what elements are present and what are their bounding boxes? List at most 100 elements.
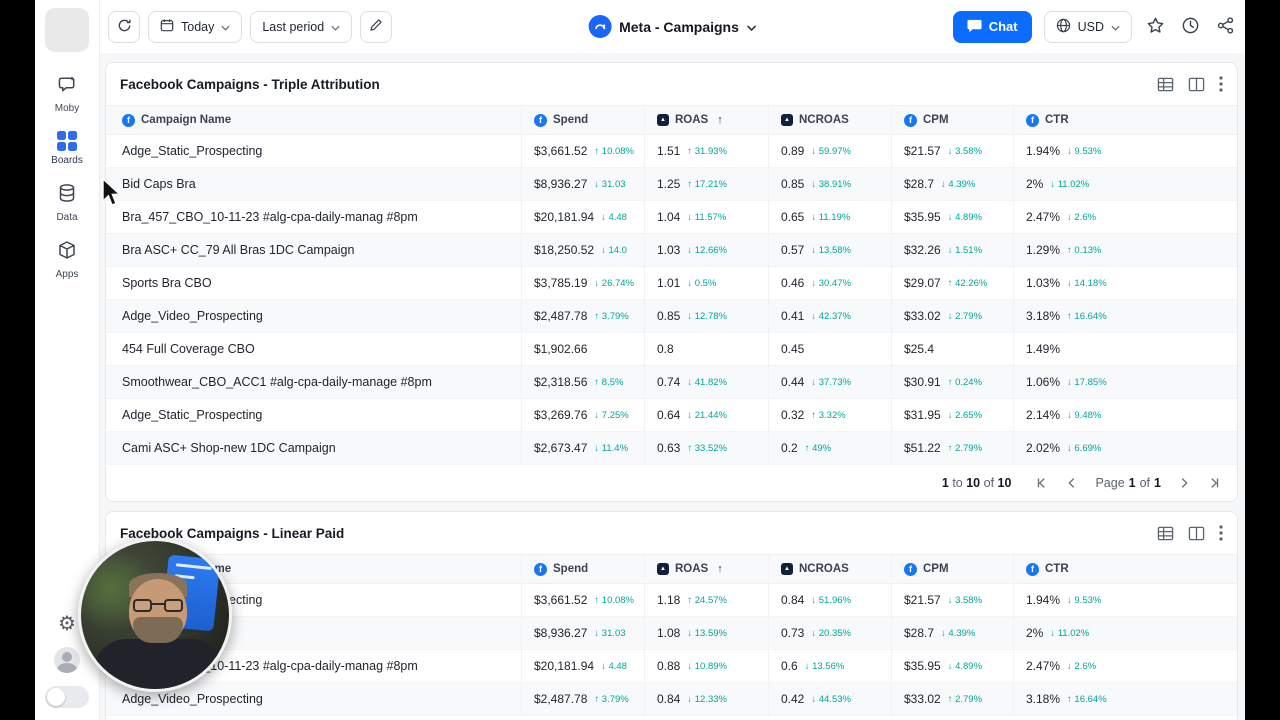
table-row[interactable]: Bra_457_CBO_10-11-23 #alg-cpa-daily-mana… bbox=[106, 201, 1237, 234]
last-page-button[interactable] bbox=[1207, 476, 1221, 490]
delta-down: ↓ 2.65% bbox=[947, 409, 983, 421]
user-avatar[interactable] bbox=[54, 647, 80, 673]
webcam-overlay bbox=[78, 538, 232, 692]
column-label: Spend bbox=[553, 563, 589, 575]
kebab-menu-icon[interactable] bbox=[1219, 76, 1223, 92]
table-row[interactable]: Smoothwear_CBO_ACC1 #alg-cpa-daily-manag… bbox=[106, 366, 1237, 399]
delta-down: ↓ 2.79% bbox=[947, 310, 983, 322]
history-button[interactable] bbox=[1179, 16, 1202, 38]
range-of: of bbox=[983, 476, 995, 490]
refresh-button[interactable] bbox=[108, 10, 140, 43]
metric-cell: $18,250.52 ↓ 14.0 bbox=[521, 234, 644, 266]
metric-cell: $35.95 ↓ 4.89% bbox=[891, 650, 1013, 682]
metric-cell: 0.46 ↓ 30.47% bbox=[768, 267, 891, 299]
delta-down: ↓ 21.44% bbox=[687, 409, 727, 421]
delta-up: ↑ 31.93% bbox=[687, 145, 727, 157]
first-page-button[interactable] bbox=[1035, 476, 1049, 490]
table-row[interactable]: Adge_Video_Prospecting $2,487.78 ↑ 3.79% 0.… bbox=[106, 300, 1237, 333]
columns-icon[interactable] bbox=[1188, 525, 1205, 542]
share-button[interactable] bbox=[1214, 16, 1237, 38]
table-row[interactable]: Bid Caps Bra $8,936.27 ↓ 31.03 1.25 ↑ 17.21%… bbox=[106, 168, 1237, 201]
favorite-button[interactable] bbox=[1144, 16, 1167, 38]
row-filler bbox=[1136, 234, 1237, 266]
column-label: Campaign Name bbox=[141, 114, 232, 126]
prev-page-button[interactable] bbox=[1065, 476, 1079, 490]
pixel-icon: ▲ bbox=[657, 114, 669, 126]
column-label: Spend bbox=[553, 114, 589, 126]
table-row[interactable]: Bid Caps Bra$8,936.27↓ 31.031.08↓ 13.59%… bbox=[106, 617, 1237, 650]
column-header[interactable]: f CPM bbox=[891, 555, 1013, 583]
delta-up: ↑ 0.13% bbox=[1067, 244, 1102, 256]
delta-down: ↓ 2.6% bbox=[1067, 660, 1097, 672]
table-view-icon[interactable] bbox=[1157, 525, 1174, 542]
column-header[interactable]: f CTR bbox=[1013, 106, 1136, 134]
table-view-icon[interactable] bbox=[1157, 76, 1174, 93]
row-filler bbox=[1136, 432, 1237, 464]
compare-period-select[interactable]: Last period bbox=[250, 10, 353, 43]
board-icon bbox=[588, 15, 612, 38]
metric-cell: 2.47% ↓ 2.6% bbox=[1013, 201, 1136, 233]
currency-select[interactable]: USD bbox=[1043, 10, 1132, 43]
delta-down: ↓ 14.0 bbox=[601, 244, 627, 256]
column-header[interactable]: f Spend bbox=[521, 106, 644, 134]
table-row[interactable]: Bra_457_CBO_10-11-23 #alg-cpa-daily-mana… bbox=[106, 650, 1237, 683]
column-header[interactable]: ▲ NCROAS bbox=[768, 106, 891, 134]
table-row[interactable]: 454 Full Coverage CBO $1,902.66 0.8 0.45 $25… bbox=[106, 333, 1237, 366]
column-header[interactable]: f CPM bbox=[891, 106, 1013, 134]
campaign-name-cell: Cami ASC+ Shop-new 1DC Campaign bbox=[122, 441, 336, 455]
edit-button[interactable] bbox=[360, 10, 393, 43]
delta-up: ↑ 24.57% bbox=[687, 594, 727, 606]
column-header[interactable]: ▲ ROAS ↑ bbox=[644, 555, 768, 583]
table-card: Facebook Campaigns - Linear Paid fCampai… bbox=[105, 511, 1238, 720]
campaigns-table: f Campaign Name f Spend ▲ ROAS ↑ ▲ NCROAS f CPM f CT… bbox=[106, 105, 1237, 465]
sidebar-item-label: Moby bbox=[54, 103, 80, 114]
campaign-name-cell: Sports Bra CBO bbox=[122, 276, 212, 290]
columns-icon[interactable] bbox=[1188, 76, 1205, 93]
campaign-name-cell: Bra ASC+ CC_79 All Bras 1DC Campaign bbox=[122, 243, 355, 257]
delta-down: ↓ 41.82% bbox=[687, 376, 727, 388]
facebook-icon: f bbox=[122, 113, 135, 127]
delta-down: ↓ 13.56% bbox=[804, 660, 845, 672]
campaign-name-cell: 454 Full Coverage CBO bbox=[122, 342, 255, 356]
apps-icon bbox=[57, 240, 77, 265]
sidebar-item-moby[interactable]: Moby bbox=[55, 74, 79, 114]
delta-down: ↓ 3.58% bbox=[947, 594, 983, 606]
sidebar-item-apps[interactable]: Apps bbox=[56, 240, 78, 280]
sidebar-toggle[interactable] bbox=[45, 686, 89, 708]
table-row[interactable]: Adge_Video_Prospecting $2,487.78 ↑ 3.79% 0.… bbox=[106, 683, 1237, 716]
column-header[interactable]: f Campaign Name bbox=[106, 106, 521, 134]
pixel-icon: ▲ bbox=[781, 114, 793, 126]
table-row[interactable]: Adge_Static_Prospecting$3,661.52↑ 10.08%… bbox=[106, 135, 1237, 168]
star-icon bbox=[1146, 16, 1165, 38]
chat-button[interactable]: Chat bbox=[952, 10, 1032, 43]
column-header[interactable]: ▲ NCROAS bbox=[768, 555, 891, 583]
delta-up: ↑ 3.79% bbox=[594, 310, 629, 322]
sidebar-item-data[interactable]: Data bbox=[56, 183, 78, 223]
column-header[interactable]: ▲ ROAS ↑ bbox=[644, 106, 768, 134]
metric-cell: 0.63 ↑ 33.52% bbox=[644, 432, 768, 464]
range-start: 1 bbox=[941, 476, 949, 490]
column-filler bbox=[1136, 555, 1237, 583]
kebab-menu-icon[interactable] bbox=[1219, 525, 1223, 541]
table-row[interactable]: Adge_Static_Prospecting$3,661.52↑ 10.08%… bbox=[106, 584, 1237, 617]
metric-cell: 0.57 ↓ 13.58% bbox=[768, 234, 891, 266]
table-row[interactable]: Bra ASC+ CC_79 All Bras 1DC Campaign $18,… bbox=[106, 234, 1237, 267]
column-label: ROAS bbox=[675, 563, 709, 575]
column-header[interactable]: f Spend bbox=[521, 555, 644, 583]
date-range-select[interactable]: Today bbox=[148, 10, 243, 43]
metric-cell: 0.45 bbox=[768, 333, 891, 365]
table-row[interactable]: Adge_Static_Prospecting $3,269.76 ↓ 7.25% 0… bbox=[106, 399, 1237, 432]
table-row[interactable]: Cami ASC+ Shop-new 1DC Campaign $2,673.47… bbox=[106, 432, 1237, 465]
metric-cell: 0.2 ↑ 49% bbox=[768, 432, 891, 464]
settings-gear-icon[interactable]: ⚙ bbox=[58, 613, 76, 635]
column-header[interactable]: f CTR bbox=[1013, 555, 1136, 583]
metric-cell: $28.7 ↓ 4.39% bbox=[891, 168, 1013, 200]
sidebar-item-boards[interactable]: Boards bbox=[51, 131, 83, 166]
metric-cell: $51.22 ↑ 2.79% bbox=[891, 432, 1013, 464]
next-page-button[interactable] bbox=[1177, 476, 1191, 490]
board-selector[interactable]: Meta - Campaigns bbox=[588, 15, 757, 38]
table-row[interactable]: Sports Bra CBO $3,785.19 ↓ 26.74% 1.01 ↓ 0.5… bbox=[106, 267, 1237, 300]
metric-cell: $8,936.27 ↓ 31.03 bbox=[521, 617, 644, 649]
metric-cell: $2,487.78 ↑ 3.79% bbox=[521, 300, 644, 332]
